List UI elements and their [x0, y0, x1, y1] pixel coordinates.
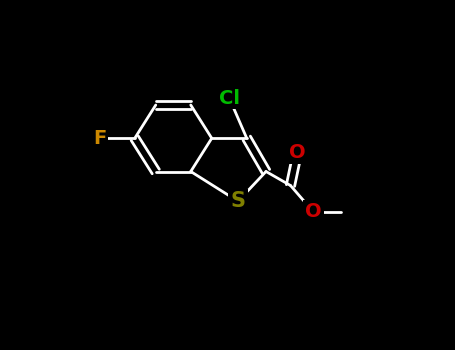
Text: Cl: Cl: [219, 89, 240, 107]
Text: O: O: [289, 143, 306, 162]
Text: F: F: [93, 129, 106, 148]
Text: S: S: [231, 191, 246, 211]
Text: O: O: [305, 202, 322, 221]
